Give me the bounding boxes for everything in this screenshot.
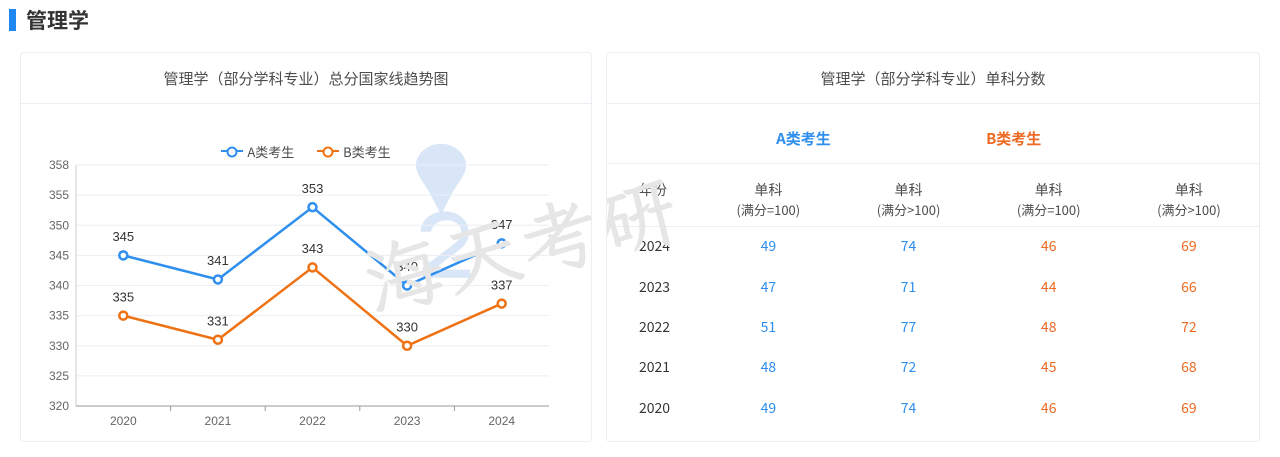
svg-text:358: 358 [49,158,69,172]
svg-text:2024: 2024 [488,414,515,428]
svg-text:335: 335 [49,309,69,323]
svg-text:330: 330 [49,339,69,353]
svg-text:331: 331 [207,314,229,329]
svg-text:345: 345 [49,248,69,262]
svg-text:2020: 2020 [110,414,137,428]
svg-text:345: 345 [112,229,134,244]
svg-text:325: 325 [49,369,69,383]
svg-text:335: 335 [112,289,134,304]
svg-text:2021: 2021 [205,414,232,428]
svg-text:340: 340 [49,279,69,293]
svg-text:343: 343 [302,241,324,256]
svg-text:350: 350 [49,218,69,232]
svg-text:353: 353 [302,181,324,196]
svg-text:341: 341 [207,253,229,268]
svg-text:355: 355 [49,188,69,202]
svg-text:330: 330 [396,320,418,335]
svg-text:2023: 2023 [394,414,421,428]
svg-text:337: 337 [491,277,513,292]
svg-text:2022: 2022 [299,414,326,428]
svg-text:347: 347 [491,217,513,232]
svg-text:340: 340 [396,259,418,274]
svg-text:320: 320 [49,399,69,413]
